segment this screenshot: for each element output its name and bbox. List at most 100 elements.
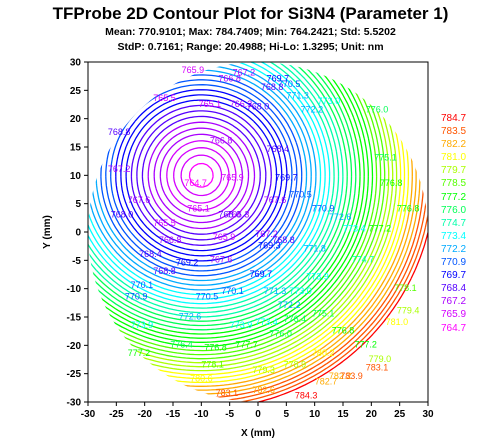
contour-line	[110, 84, 293, 267]
contour-label: 768.0	[111, 209, 134, 219]
y-tick-label: 0	[75, 228, 81, 239]
contour-label: 773.0	[318, 96, 341, 106]
contour-label: 777.2	[128, 348, 151, 358]
contour-label: 767.6	[210, 255, 233, 265]
y-tick-label: -15	[67, 313, 82, 324]
contour-label: 773.4	[255, 317, 278, 327]
contour-label: 784.3	[295, 391, 318, 401]
contour-label: 775.1	[312, 309, 335, 319]
x-tick-label: -10	[194, 409, 209, 420]
x-tick-label: 5	[284, 409, 290, 420]
contour-label: 772.6	[329, 212, 352, 222]
contour-label: 769.7	[275, 173, 298, 183]
x-tick-label: -20	[137, 409, 152, 420]
contour-label: 775.1	[374, 153, 397, 163]
legend-entry: 776.0	[441, 204, 467, 216]
x-tick-label: -30	[81, 409, 96, 420]
contour-label: 771.3	[286, 90, 309, 100]
x-tick-label: 30	[422, 409, 434, 420]
contour-label: 770.5	[289, 190, 312, 200]
contour-label: 782.7	[315, 377, 338, 387]
legend-entry: 764.7	[441, 322, 467, 334]
contour-label: 770.9	[312, 204, 335, 214]
contour-label: 782.6	[252, 385, 275, 395]
contour-label: 771.3	[264, 286, 287, 296]
contour-label: 783.9	[340, 371, 363, 381]
legend-entry: 781.0	[441, 152, 467, 164]
contour-label: 776.4	[170, 340, 193, 350]
contour-label: 771.8	[303, 243, 326, 253]
legend-entry: 784.7	[441, 113, 467, 124]
contour-label: 780.2	[312, 348, 335, 358]
contour-label: 770.5	[278, 79, 301, 89]
contour-label: 772.2	[278, 300, 301, 310]
legend-entry: 773.4	[441, 230, 467, 242]
contour-label: 765.9	[182, 65, 205, 75]
contour-label: 770.9	[125, 292, 148, 302]
contour-line	[147, 121, 256, 230]
contour-label: 778.1	[201, 360, 224, 370]
legend-entry: 783.5	[441, 126, 467, 138]
y-axis: 30 25 20 15 10 5 0 -5 -10 -15 -20 -25 -30	[67, 58, 88, 409]
contour-line	[141, 115, 261, 235]
legend-entry: 765.9	[441, 309, 467, 321]
contour-label: 776.0	[269, 328, 292, 338]
contour-label: 772.6	[179, 311, 202, 321]
contour-label: 772.2	[301, 105, 324, 115]
legend-entry: 774.7	[441, 217, 467, 229]
legend-entry: 778.5	[441, 178, 467, 190]
contour-label: 774.7	[352, 255, 375, 265]
contour-label: 781.0	[386, 317, 409, 327]
contour-label: 769.2	[176, 258, 199, 268]
x-tick-label: -25	[109, 409, 124, 420]
legend-entry: 772.2	[441, 243, 467, 255]
y-tick-label: 30	[70, 58, 82, 69]
contour-label: 765.1	[187, 204, 210, 214]
contour-label: 780.6	[190, 374, 213, 384]
contour-line	[153, 127, 250, 224]
contour-label: 776.8	[380, 178, 403, 188]
contour-label: 778.9	[284, 360, 307, 370]
contour-label: 766.8	[218, 73, 241, 83]
contour-label: 777.2	[369, 224, 392, 234]
legend-entry: 782.2	[441, 139, 467, 151]
contour-label: 766.8	[210, 136, 233, 146]
contour-label: 769.3	[258, 241, 281, 251]
contour-label: 765.5	[153, 218, 176, 228]
y-tick-label: 15	[70, 143, 82, 154]
y-tick-label: -20	[67, 341, 82, 352]
contour-line	[115, 89, 288, 262]
contour-label: 779.4	[397, 306, 420, 316]
legend-entry: 777.2	[441, 191, 467, 203]
contour-label: 773.9	[131, 320, 154, 330]
y-tick-label: 10	[70, 171, 82, 182]
contour-label: 782.2	[329, 371, 352, 381]
contour-label: 764.7	[184, 178, 207, 188]
contour-line	[88, 62, 344, 318]
contour-label: 767.2	[255, 229, 278, 239]
color-legend: 784.7 783.5 782.2 781.0 779.7 778.5 777.2 776.0…	[441, 112, 481, 335]
contour-line	[120, 94, 283, 257]
contour-label: 773.9	[306, 272, 329, 282]
contour-label: 770.5	[196, 292, 219, 302]
y-tick-label: 5	[75, 199, 81, 210]
contour-line	[88, 62, 322, 296]
contour-label: 766.3	[230, 99, 253, 109]
contour-line	[166, 140, 237, 211]
contour-label: 770.1	[131, 280, 154, 290]
contour-label: 765.5	[153, 93, 176, 103]
contour-label: 767.2	[233, 68, 256, 78]
contour-label: 766.3	[227, 209, 250, 219]
contour-label: 768.8	[153, 266, 176, 276]
contour-line	[188, 162, 214, 188]
contour-label: 776.8	[332, 326, 355, 336]
contour-label: 783.1	[216, 388, 239, 398]
contour-label: 767.6	[128, 195, 151, 205]
y-tick-label: -5	[72, 256, 81, 267]
x-tick-label: 20	[366, 409, 378, 420]
legend-entry: 769.7	[441, 270, 467, 282]
x-axis: -30 -25 -20 -15 -10 -5 0 5 10 15 20 25 30	[81, 402, 434, 420]
legend-entry: 767.2	[441, 296, 467, 308]
contour-label: 777.7	[235, 340, 258, 350]
